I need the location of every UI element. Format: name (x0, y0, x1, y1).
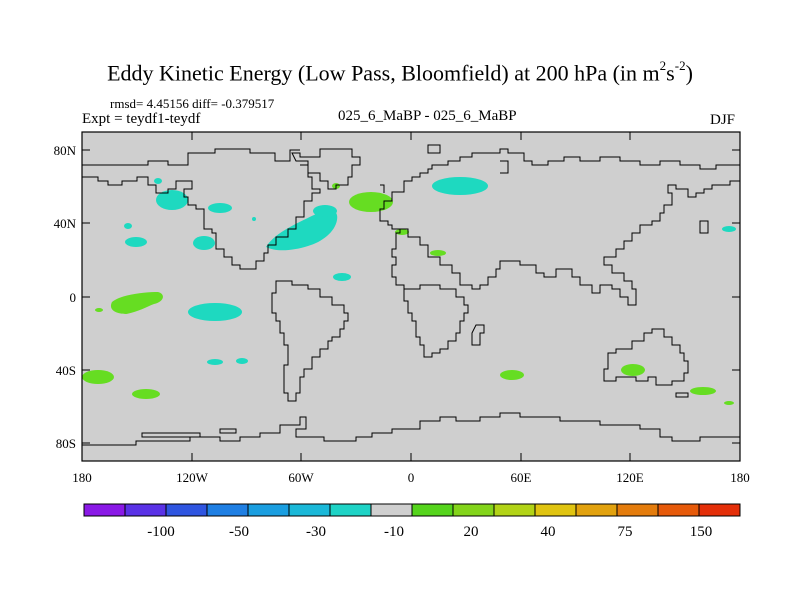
colorbar-box (575, 503, 618, 517)
coast-britain (380, 184, 385, 193)
plot-title: Eddy Kinetic Energy (Low Pass, Bloomfiel… (107, 58, 693, 86)
colorbar-label: 75 (618, 524, 633, 540)
patch-green (724, 401, 734, 405)
coast-australia (603, 328, 689, 386)
season-label: DJF (710, 112, 736, 128)
patch-cyan (252, 217, 256, 221)
lon-label-60e: 60E (511, 470, 532, 485)
coast-north-america (82, 164, 321, 270)
patch-green (82, 370, 114, 384)
coast-ice-feature (219, 428, 237, 434)
colorbar-label: -50 (229, 524, 249, 540)
anomaly-patches (82, 177, 736, 405)
patch-cyan (156, 190, 188, 210)
patch-green (395, 229, 409, 235)
center-label: 025_6_MaBP - 025_6_MaBP (338, 108, 517, 124)
lat-label-80n: 80N (54, 143, 77, 158)
colorbar-label: 150 (690, 524, 713, 540)
coast-ross-ice-shelf (141, 432, 201, 438)
coast-africa (403, 284, 469, 358)
patch-cyan (432, 177, 488, 195)
colorbar-label: -30 (306, 524, 326, 540)
patch-green (430, 250, 446, 256)
lon-label-180w: 180 (72, 470, 92, 485)
coast-madagascar (471, 324, 485, 346)
colorbar-box (124, 503, 167, 517)
patch-green (132, 389, 160, 399)
patch-green (110, 292, 163, 314)
patch-green (349, 192, 393, 212)
lon-label-180e: 180 (730, 470, 750, 485)
patch-cyan (236, 358, 248, 364)
patch-cyan (333, 273, 351, 281)
lat-label-0: 0 (70, 290, 77, 305)
colorbar-box (411, 503, 454, 517)
lat-label-40n: 40N (54, 216, 77, 231)
patch-green (690, 387, 716, 395)
coast-south-america (271, 280, 349, 402)
colorbar-label: -10 (384, 524, 404, 540)
colorbar-box (534, 503, 577, 517)
patch-green (621, 364, 645, 376)
colorbar-box (247, 503, 290, 517)
patch-cyan (208, 203, 232, 213)
patch-cyan (722, 226, 736, 232)
lat-label-40s: 40S (56, 363, 76, 378)
colorbar-box (370, 503, 413, 517)
colorbar-box (83, 503, 126, 517)
patch-cyan (154, 178, 162, 184)
colorbar-box (698, 503, 741, 517)
colorbar-box (329, 503, 372, 517)
coast-japan (699, 220, 709, 234)
longitude-axis: 180 120W 60W 0 60E 120E 180 (72, 132, 750, 485)
lon-label-0: 0 (408, 470, 415, 485)
latitude-axis: 80N 40N 0 40S 80S (54, 143, 740, 451)
colorbar-box (452, 503, 495, 517)
coast-eurasia-north (400, 148, 740, 193)
colorbar-box (657, 503, 700, 517)
colorbar-box (206, 503, 249, 517)
colorbar-labels: -100 -50 -30 -10 20 40 75 150 (147, 524, 712, 540)
coast-eurasia-south (391, 180, 740, 306)
coast-svalbard (427, 144, 441, 154)
lon-label-120w: 120W (176, 470, 209, 485)
coast-tasmania (675, 392, 689, 398)
patch-cyan (124, 223, 132, 229)
colorbar-box (165, 503, 208, 517)
coast-antarctica (82, 412, 740, 446)
patch-green (95, 308, 103, 312)
lon-label-120e: 120E (616, 470, 644, 485)
colorbar-label: 40 (541, 524, 556, 540)
colorbar-label: 20 (464, 524, 479, 540)
patch-cyan (313, 205, 337, 217)
stats-label: rmsd= 4.45156 diff= -0.379517 (110, 96, 275, 111)
lon-label-60w: 60W (288, 470, 314, 485)
coastlines (82, 144, 740, 446)
coast-greenland (291, 148, 361, 190)
patch-cyan (193, 236, 215, 250)
colorbar-box (493, 503, 536, 517)
experiment-label: Expt = teydf1-teydf (82, 111, 201, 127)
coast-novaya-zemlya (500, 160, 509, 174)
coast-europe (379, 191, 400, 230)
coast-north-america-arctic (82, 148, 300, 166)
colorbar-box (288, 503, 331, 517)
patch-cyan (266, 209, 338, 251)
colorbar-box (616, 503, 659, 517)
patch-cyan (125, 237, 147, 247)
patch-cyan (207, 359, 223, 365)
patch-green (500, 370, 524, 380)
patch-cyan (188, 303, 242, 321)
colorbar-label: -100 (147, 524, 175, 540)
lat-label-80s: 80S (56, 436, 76, 451)
colorbar (83, 503, 741, 517)
